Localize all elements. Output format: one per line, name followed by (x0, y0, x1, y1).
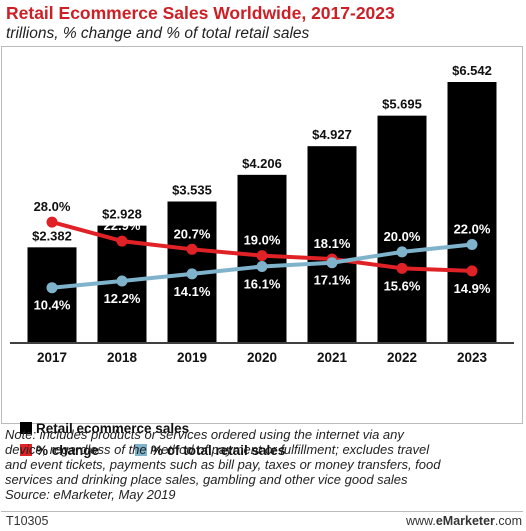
bar-sales (447, 82, 497, 342)
share-point (256, 260, 268, 272)
change-value-label: 14.9% (454, 281, 491, 296)
share-point (396, 246, 408, 258)
chart-frame: $2.382 $2.928 $3.535 $4.206 $4.927 $5.695 $6.5… (1, 46, 523, 458)
footer-divider (1, 511, 523, 512)
share-point (186, 268, 198, 280)
chart-note: Note: includes products or services orde… (5, 427, 521, 502)
share-point (46, 282, 58, 294)
note-line: and event tickets, payments such as bill… (5, 457, 441, 472)
bar-value-label: $2.928 (102, 207, 142, 222)
x-tick-label: 2017 (37, 350, 67, 365)
change-point (466, 265, 478, 277)
change-point (46, 216, 58, 228)
x-tick-label: 2022 (387, 350, 417, 365)
share-value-label: 16.1% (244, 276, 281, 291)
bar-sales (27, 247, 77, 342)
share-value-label: 14.1% (174, 284, 211, 299)
share-value-label: 17.1% (314, 273, 351, 288)
change-point (186, 243, 198, 255)
x-tick-label: 2021 (317, 350, 348, 365)
legend-swatch-change (20, 444, 32, 456)
change-value-label: 22.9% (104, 218, 141, 233)
x-tick-label: 2019 (177, 350, 207, 365)
chart-title: Retail Ecommerce Sales Worldwide, 2017-2… (6, 3, 395, 23)
legend-item-change: % change (20, 443, 99, 458)
share-point (326, 257, 338, 269)
share-point (116, 275, 128, 287)
share-value-label: 20.0% (384, 229, 421, 244)
legend-label-sales: Retail ecommerce sales (36, 421, 190, 436)
x-tick-label: 2023 (457, 350, 488, 365)
legend-swatch-sales (20, 422, 32, 434)
change-value-label: 15.6% (384, 278, 421, 293)
note-source: Source: eMarketer, May 2019 (5, 487, 176, 502)
note-line: device, regardless of the method of paym… (5, 442, 430, 457)
chart-id: T10305 (6, 514, 49, 528)
share-value-label: 22.0% (454, 221, 491, 236)
bar-value-label: $5.695 (382, 97, 422, 112)
brand-link[interactable]: www.eMarketer.com (406, 514, 522, 528)
share-point (466, 238, 478, 250)
x-tick-label: 2018 (107, 350, 138, 365)
note-line: services and drinking place sales, gambl… (5, 472, 408, 487)
change-point (256, 250, 268, 262)
change-point (116, 235, 128, 247)
bar-sales (307, 146, 357, 342)
share-value-label: 10.4% (34, 298, 71, 313)
bar-value-label: $2.382 (32, 228, 72, 243)
change-value-label: 19.0% (244, 233, 281, 248)
chart-subtitle: trillions, % change and % of total retai… (6, 25, 310, 42)
brand-suffix: .com (494, 514, 522, 528)
legend-swatch-share (135, 444, 147, 456)
change-value-label: 18.1% (314, 236, 351, 251)
change-value-label: 20.7% (174, 226, 211, 241)
legend-item-share: % of total retail sales (135, 443, 285, 458)
chart-plot: $2.382 $2.928 $3.535 $4.206 $4.927 $5.695 $6.5… (10, 63, 514, 365)
bar-value-label: $4.206 (242, 156, 282, 171)
share-value-label: 12.2% (104, 291, 141, 306)
legend-item-sales: Retail ecommerce sales (20, 421, 189, 436)
bar-value-label: $3.535 (172, 183, 212, 198)
x-tick-label: 2020 (247, 350, 277, 365)
note-line: Note: includes products or services orde… (5, 427, 404, 442)
bar-sales (377, 115, 427, 342)
brand-prefix: www. (405, 514, 436, 528)
change-point (396, 262, 408, 274)
bar-value-label: $6.542 (452, 63, 492, 78)
bar-value-label: $4.927 (312, 127, 352, 142)
legend-label-change: % change (36, 443, 100, 458)
legend-label-share: % of total retail sales (151, 443, 286, 458)
brand-name: eMarketer (435, 514, 495, 528)
change-value-label: 28.0% (34, 199, 71, 214)
